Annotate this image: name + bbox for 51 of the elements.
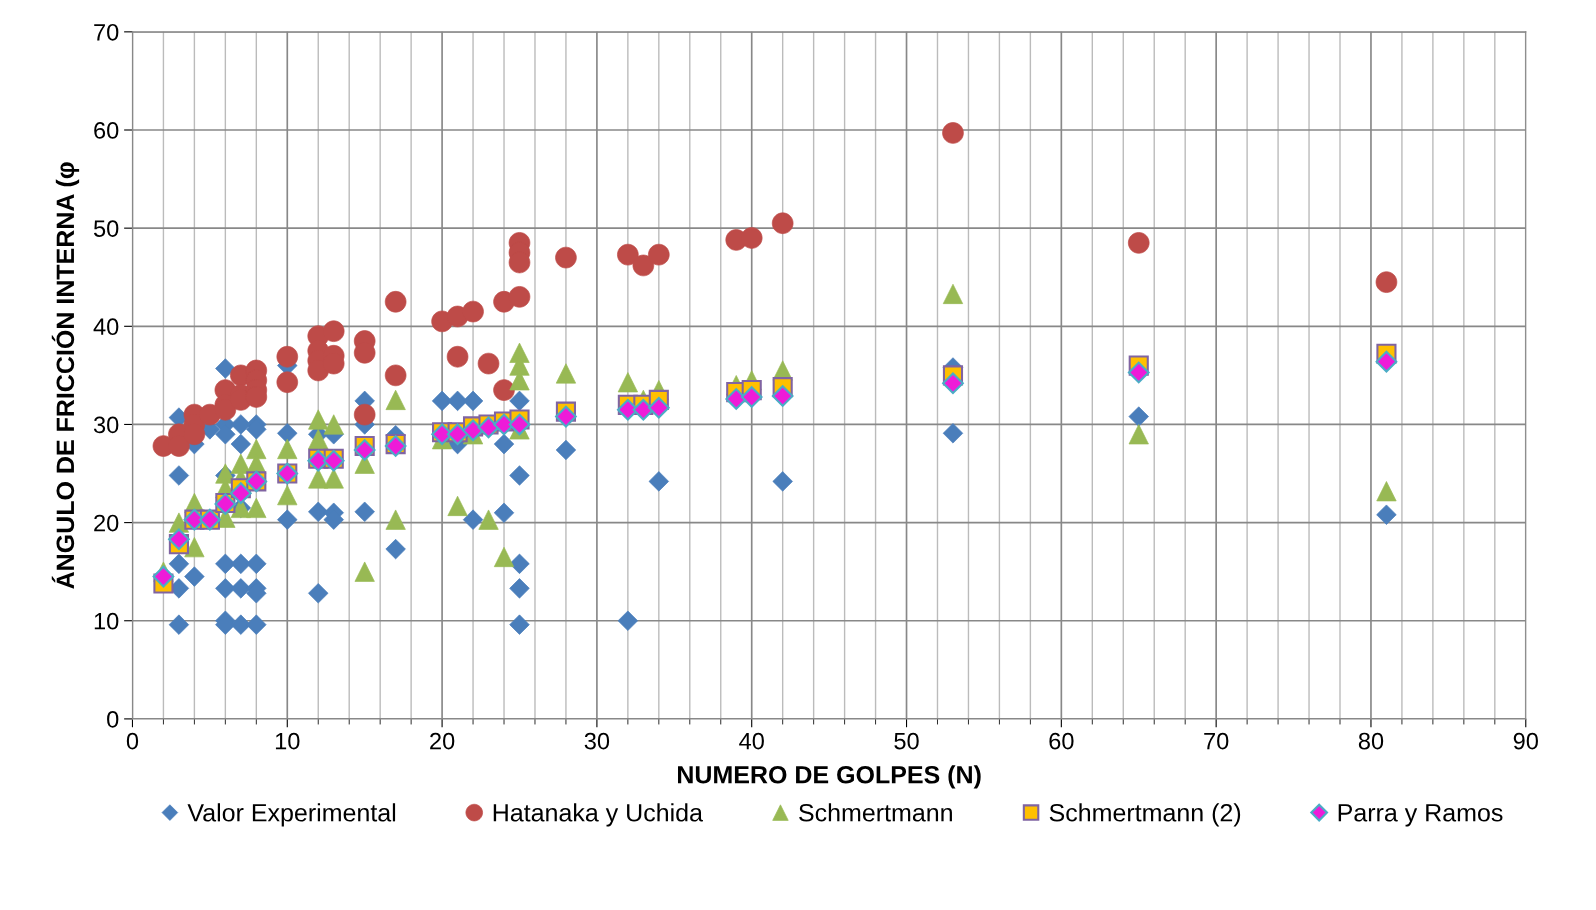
x-tick-label: 10 — [275, 732, 300, 750]
x-tick-label: 20 — [430, 732, 455, 750]
point — [277, 438, 298, 460]
y-tick-label: 30 — [93, 416, 119, 434]
x-tick-label: 40 — [739, 732, 764, 750]
y-tick-label: 0 — [107, 710, 119, 728]
legend-label: Valor Experimental — [187, 803, 396, 827]
point — [276, 371, 299, 394]
point — [462, 300, 484, 323]
x-tick-label: 90 — [1513, 732, 1538, 750]
legend-label: Hatanaka y Uchida — [493, 803, 703, 827]
x-tick-label: 70 — [1204, 732, 1229, 750]
point — [942, 122, 964, 144]
point — [493, 546, 515, 568]
y-tick-label: 40 — [93, 318, 119, 336]
point — [740, 386, 763, 408]
legend-label: Schmertmann (2) — [1049, 803, 1241, 827]
x-tick-label: 30 — [584, 732, 610, 750]
legend-label: Parra y Ramos — [1338, 804, 1503, 827]
x-tick-label: 0 — [126, 732, 139, 750]
x-tick-label: 80 — [1358, 732, 1384, 750]
legend-label: Schmertmann — [799, 803, 952, 822]
point — [323, 414, 344, 435]
x-axis-title: NUMERO DE GOLPES (N) — [678, 765, 981, 789]
point — [1128, 424, 1149, 445]
point — [462, 419, 484, 442]
y-tick-label: 10 — [94, 612, 119, 630]
point — [942, 372, 964, 395]
point — [168, 528, 190, 551]
point — [771, 385, 794, 407]
point — [647, 396, 670, 419]
point — [632, 398, 655, 421]
point — [1376, 481, 1397, 502]
point — [152, 565, 175, 588]
point — [1375, 350, 1398, 373]
y-tick-label: 60 — [94, 122, 119, 139]
x-tick-label: 60 — [1049, 732, 1074, 750]
point — [353, 403, 376, 426]
y-tick-label: 70 — [94, 23, 119, 41]
x-tick-label: 50 — [894, 732, 919, 750]
y-tick-label: 50 — [93, 220, 119, 237]
point — [229, 482, 252, 505]
y-tick-label: 20 — [94, 514, 119, 532]
point — [246, 497, 267, 518]
point — [555, 405, 577, 428]
point — [1127, 361, 1150, 384]
point — [446, 345, 469, 368]
point — [277, 485, 298, 506]
point — [508, 413, 531, 436]
point — [447, 495, 468, 516]
y-axis-title: ÁNGULO DE FRICCIÓN INTERNA (φ — [51, 162, 80, 589]
